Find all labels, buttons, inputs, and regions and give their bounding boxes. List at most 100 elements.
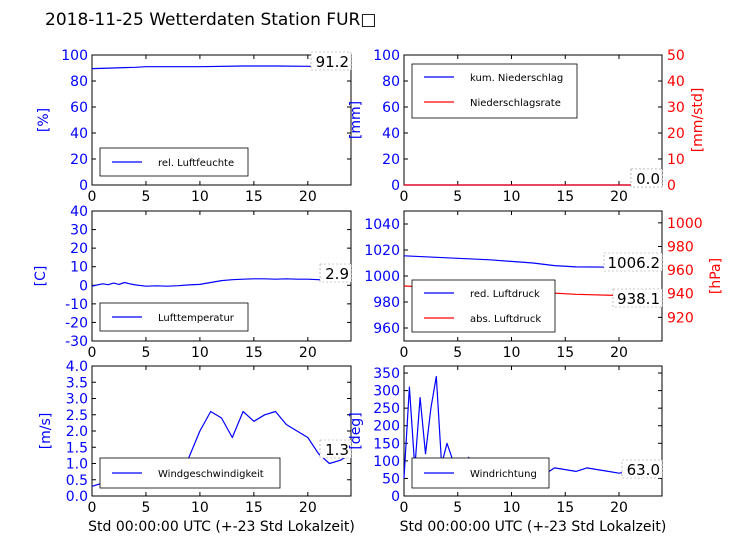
windspeed-ytick-label: 1.5	[66, 440, 88, 456]
pressure-xtick-label: 15	[556, 345, 574, 361]
precipitation-value-label-2: 0.0	[636, 170, 660, 188]
precipitation-xtick-label: 15	[556, 189, 574, 205]
windspeed-ytick-label: 4.0	[66, 359, 88, 375]
precipitation-xtick-label: 5	[453, 189, 462, 205]
windspeed-xtick-label: 15	[245, 500, 263, 516]
humidity-xtick-label: 10	[191, 189, 209, 205]
pressure-legend-label: red. Luftdruck	[470, 289, 540, 300]
pressure-ytick-label: 1020	[364, 243, 400, 259]
winddirection-ytick-label: 150	[373, 436, 400, 452]
precipitation-y2tick-label: 10	[667, 152, 685, 168]
humidity-ytick-label: 20	[70, 152, 88, 168]
humidity-ylabel: [%]	[36, 108, 52, 132]
winddirection-value-label-box	[621, 459, 663, 479]
temperature-ytick-label: 20	[70, 241, 88, 257]
winddirection-ytick-label: 200	[373, 419, 400, 435]
pressure-xtick-label: 0	[400, 345, 409, 361]
pressure-ytick-label: 1000	[364, 269, 400, 285]
windspeed-xtick-label: 20	[299, 500, 317, 516]
humidity-ytick-label: 80	[70, 74, 88, 90]
temperature-ytick-label: 10	[70, 260, 88, 276]
precipitation-xtick-label: 10	[503, 189, 521, 205]
temperature-ytick-label: -20	[65, 315, 88, 331]
winddirection-ytick-label: 350	[373, 366, 400, 382]
humidity-plot-frame	[91, 54, 352, 186]
pressure-value-label: 1006.2	[608, 254, 661, 272]
pressure-y2tick-label: 980	[667, 239, 694, 255]
temperature-ylabel: [C]	[33, 266, 49, 287]
temperature-ytick-label: -30	[65, 334, 88, 350]
temperature-xtick-label: 20	[299, 345, 317, 361]
pressure-y2tick-label: 960	[667, 263, 694, 279]
windspeed-legend-label: Windgeschwindigkeit	[158, 469, 264, 480]
precipitation-ytick-label: 60	[382, 100, 400, 116]
pressure-y2tick-label: 920	[667, 310, 694, 326]
windspeed-value-label-box	[319, 439, 352, 459]
windspeed-ytick-label: 3.5	[66, 375, 88, 391]
precipitation-legend-box	[411, 63, 578, 119]
precipitation-xtick-label: 0	[400, 189, 409, 205]
pressure-ytick-label: 960	[373, 321, 400, 337]
winddirection-ylabel: [deg]	[348, 412, 364, 449]
humidity-xtick-label: 5	[141, 189, 150, 205]
precipitation-ytick-label: 0	[391, 178, 400, 194]
precipitation-xtick-label: 20	[610, 189, 628, 205]
humidity-series-line-0	[91, 65, 352, 70]
temperature-series-line-0	[91, 278, 352, 287]
pressure-xtick-label: 5	[453, 345, 462, 361]
pressure-y2label: [hPa]	[708, 258, 724, 294]
temperature-xtick-label: 5	[141, 345, 150, 361]
winddirection-plot-frame	[403, 365, 663, 497]
precipitation-ytick-label: 40	[382, 126, 400, 142]
pressure-y2tick-label: 940	[667, 287, 694, 303]
winddirection-ytick-label: 100	[373, 454, 400, 470]
pressure-legend-box	[411, 279, 556, 333]
windspeed-ytick-label: 2.0	[66, 424, 88, 440]
precipitation-value-label-2-box	[630, 168, 663, 188]
humidity-xtick-label: 0	[88, 189, 97, 205]
precipitation-legend-label: Niederschlagsrate	[470, 98, 561, 109]
winddirection-ytick-label: 50	[382, 471, 400, 487]
windspeed-xtick-label: 0	[88, 500, 97, 516]
winddirection-xlabel: Std 00:00:00 UTC (+-23 Std Lokalzeit)	[400, 519, 667, 535]
windspeed-ytick-label: 1.0	[66, 457, 88, 473]
precipitation-ytick-label: 100	[373, 48, 400, 64]
humidity-value-label-box	[310, 51, 352, 71]
pressure-ytick-label: 1040	[364, 217, 400, 233]
humidity-xtick-label: 15	[245, 189, 263, 205]
winddirection-value-label: 63.0	[627, 461, 660, 479]
temperature-ytick-label: 40	[70, 204, 88, 220]
windspeed-value-label: 1.3	[325, 441, 349, 459]
temperature-legend-label: Lufttemperatur	[158, 313, 235, 324]
temperature-xtick-label: 10	[191, 345, 209, 361]
humidity-ytick-label: 60	[70, 100, 88, 116]
pressure-y2tick-label: 1000	[667, 216, 703, 232]
humidity-ytick-label: 100	[61, 48, 88, 64]
pressure-value-label-2-box	[612, 288, 663, 308]
temperature-ytick-label: 30	[70, 223, 88, 239]
winddirection-legend-label: Windrichtung	[470, 469, 537, 480]
winddirection-ytick-label: 250	[373, 401, 400, 417]
temperature-xtick-label: 0	[88, 345, 97, 361]
windspeed-xlabel: Std 00:00:00 UTC (+-23 Std Lokalzeit)	[88, 519, 355, 535]
precipitation-legend-label: kum. Niederschlag	[470, 73, 563, 84]
humidity-legend-label: rel. Luftfeuchte	[158, 158, 234, 169]
windspeed-ylabel: [m/s]	[38, 413, 54, 450]
winddirection-ytick-label: 0	[391, 489, 400, 505]
pressure-ytick-label: 980	[373, 295, 400, 311]
winddirection-xtick-label: 15	[556, 500, 574, 516]
temperature-ytick-label: 0	[79, 278, 88, 294]
windspeed-xtick-label: 10	[191, 500, 209, 516]
precipitation-y2tick-label: 20	[667, 126, 685, 142]
pressure-legend-label: abs. Luftdruck	[470, 314, 541, 325]
winddirection-ytick-label: 300	[373, 384, 400, 400]
winddirection-xtick-label: 5	[453, 500, 462, 516]
precipitation-y2tick-label: 50	[667, 48, 685, 64]
temperature-xtick-label: 15	[245, 345, 263, 361]
page-title: 2018-11-25 Wetterdaten Station FUR□	[45, 10, 377, 30]
winddirection-xtick-label: 20	[610, 500, 628, 516]
windspeed-ytick-label: 3.0	[66, 392, 88, 408]
winddirection-xtick-label: 10	[503, 500, 521, 516]
humidity-value-label: 91.2	[316, 53, 349, 71]
